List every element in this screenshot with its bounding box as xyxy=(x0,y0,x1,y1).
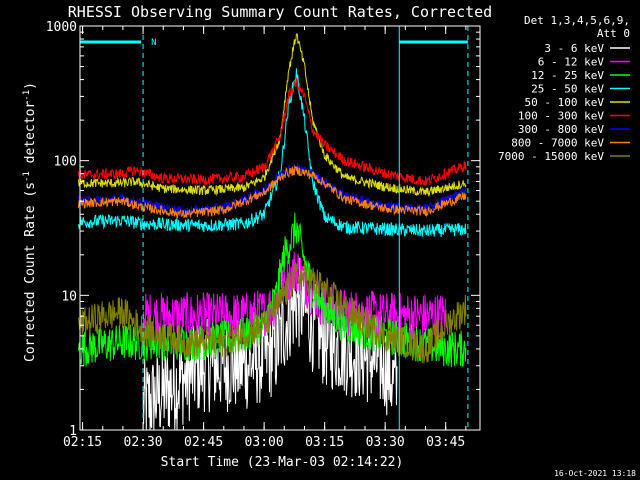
x-tick-label: 03:15 xyxy=(305,435,344,450)
timestamp: 16-Oct-2021 13:18 xyxy=(554,469,636,478)
x-tick-label: 02:45 xyxy=(184,435,223,450)
legend-label-4: 50 - 100 keV xyxy=(525,96,605,109)
x-tick-label: 03:00 xyxy=(245,435,284,450)
series-line-8 xyxy=(78,262,467,364)
y-tick-label: 10 xyxy=(61,289,77,304)
legend-label-8: 7000 - 15000 keV xyxy=(498,150,604,163)
legend-label-2: 12 - 25 keV xyxy=(531,69,604,82)
x-tick-label: 03:45 xyxy=(426,435,465,450)
y-tick-label: 1 xyxy=(69,424,77,439)
x-tick-label: 02:30 xyxy=(124,435,163,450)
plot-area: N xyxy=(78,26,469,431)
y-tick-label: 1000 xyxy=(46,20,77,35)
chart-title: RHESSI Observing Summary Count Rates, Co… xyxy=(68,3,492,21)
y-axis-label: Corrected Count Rate (s-1 detector-1) xyxy=(22,82,38,362)
legend-label-6: 300 - 800 keV xyxy=(518,123,604,136)
legend-header: Det 1,3,4,5,6,9, xyxy=(524,14,630,27)
legend-label-5: 100 - 300 keV xyxy=(518,110,604,123)
series-line-4 xyxy=(78,33,467,197)
y-tick-label: 100 xyxy=(54,155,77,170)
series-line-5 xyxy=(78,78,467,187)
legend-label-0: 3 - 6 keV xyxy=(544,42,604,55)
annotation-0: N xyxy=(151,38,156,48)
plot-frame xyxy=(79,25,481,431)
legend-label-7: 800 - 7000 keV xyxy=(511,137,604,150)
legend-label-1: 6 - 12 keV xyxy=(538,56,605,69)
x-tick-label: 03:30 xyxy=(366,435,405,450)
x-axis-label: Start Time (23-Mar-03 02:14:22) xyxy=(161,455,404,470)
series-line-7 xyxy=(78,164,467,219)
axes: 1 10 100 1000 02:15 02:30 02:45 03:00 03:15 03:30… xyxy=(46,20,481,450)
legend-label-3: 25 - 50 keV xyxy=(531,83,604,96)
legend-header: Att 0 xyxy=(597,27,630,40)
x-tick-label: 02:15 xyxy=(63,435,102,450)
